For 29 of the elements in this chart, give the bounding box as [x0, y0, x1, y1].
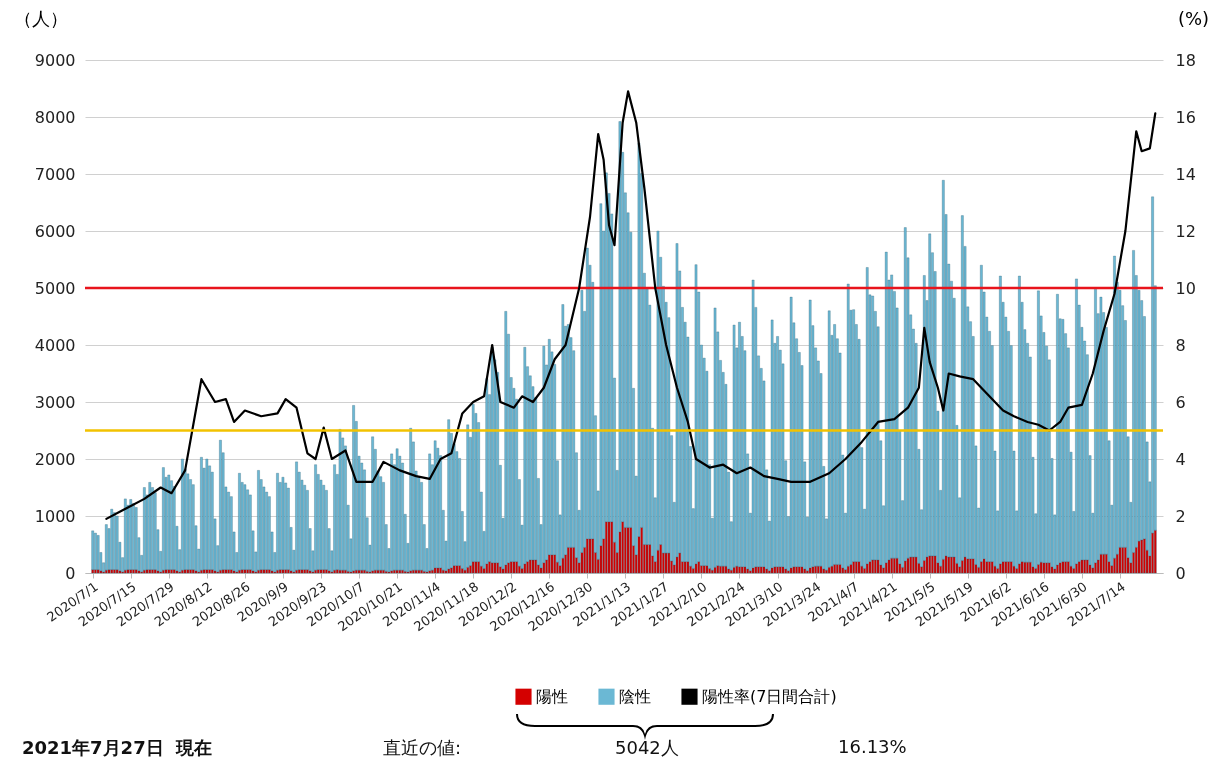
y-tick-label: 2000 [34, 449, 76, 469]
y-tick-label: 3000 [34, 392, 76, 412]
legend-label: 陽性 [536, 686, 568, 706]
y-tick-label: 6000 [34, 221, 76, 241]
text: 16.13% [838, 736, 907, 757]
y2-axis-title: (%) [1177, 7, 1210, 29]
y-tick-label: 8000 [34, 107, 76, 127]
y2-tick-label: 10 [1175, 278, 1196, 298]
y2-tick-label: 8 [1175, 335, 1186, 355]
y2-tick-label: 16 [1175, 107, 1196, 127]
y2-tick-label: 2 [1175, 506, 1186, 526]
legend-label: 陽性率(7日間合計) [702, 686, 837, 706]
y-axis-title: （人） [13, 7, 68, 29]
text: 直近の値: [383, 736, 462, 760]
text: 5042人 [615, 736, 679, 760]
y2-tick-label: 6 [1175, 392, 1186, 412]
y2-tick-label: 12 [1175, 221, 1196, 241]
y-tick-label: 0 [65, 563, 76, 583]
y-tick-label: 1000 [34, 506, 76, 526]
y-tick-label: 9000 [34, 50, 76, 70]
y2-tick-label: 18 [1175, 50, 1196, 70]
y2-tick-label: 14 [1175, 164, 1196, 184]
legend-label: 陰性 [619, 686, 651, 706]
y2-tick-label: 4 [1175, 449, 1186, 469]
y-tick-label: 5000 [34, 278, 76, 298]
y-tick-label: 7000 [34, 164, 76, 184]
y2-tick-label: 0 [1175, 563, 1186, 583]
y-tick-label: 4000 [34, 335, 76, 355]
text: 2021年7月27日 現在 [22, 736, 213, 760]
